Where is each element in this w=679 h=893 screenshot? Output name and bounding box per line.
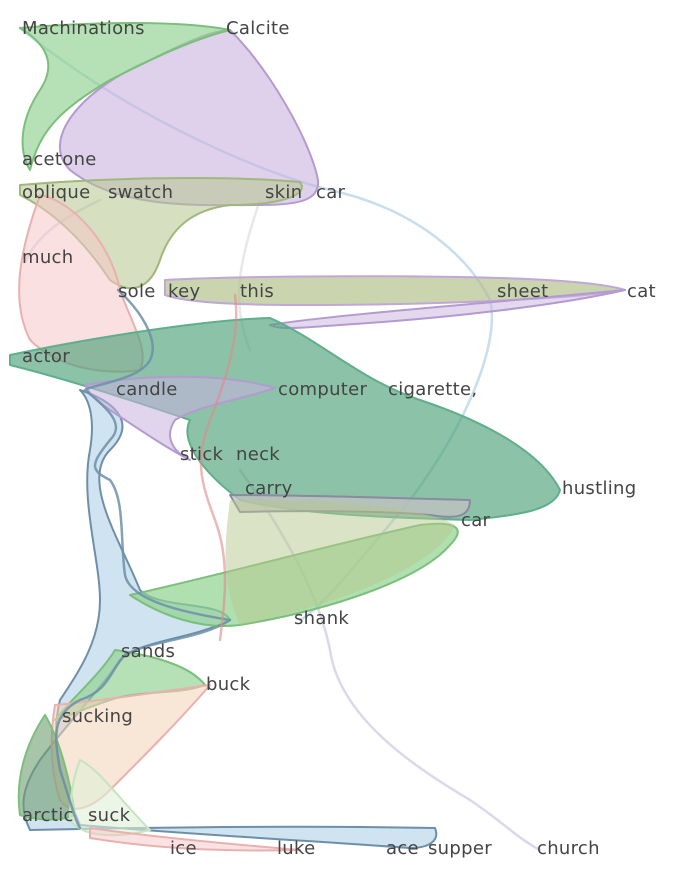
word-candle: candle bbox=[116, 379, 178, 400]
word-acetone: acetone bbox=[22, 149, 97, 170]
word-ice: ice bbox=[170, 838, 197, 859]
word-ace: ace bbox=[386, 838, 419, 859]
word-much: much bbox=[22, 247, 73, 268]
word-skin: skin bbox=[265, 182, 302, 203]
word-computer: computer bbox=[278, 379, 368, 400]
word-this: this bbox=[240, 281, 274, 302]
word-cat: cat bbox=[627, 281, 656, 302]
word-buck: buck bbox=[206, 674, 251, 695]
word-supper: supper bbox=[428, 838, 492, 859]
blob-olive-car-mid bbox=[225, 500, 455, 625]
word-calcite: Calcite bbox=[226, 18, 290, 39]
word-sole: sole bbox=[118, 281, 156, 302]
word-machinations: Machinations bbox=[22, 18, 145, 39]
word-cigarette: cigarette, bbox=[388, 379, 477, 400]
word-stick: stick bbox=[180, 444, 224, 465]
word-sucking: sucking bbox=[62, 706, 133, 727]
trail-red bbox=[199, 293, 238, 642]
word-car-mid: car bbox=[461, 510, 491, 531]
word-luke: luke bbox=[277, 838, 315, 859]
word-car-top: car bbox=[316, 182, 346, 203]
word-oblique: oblique bbox=[22, 182, 90, 203]
blob-purple-candle bbox=[84, 375, 276, 461]
word-sheet: sheet bbox=[497, 281, 549, 302]
word-neck: neck bbox=[236, 444, 280, 465]
word-arctic: arctic bbox=[22, 805, 74, 826]
word-key: key bbox=[168, 281, 200, 302]
trail-dark-blue bbox=[54, 288, 232, 830]
word-hustling: hustling bbox=[562, 478, 637, 499]
word-suck: suck bbox=[88, 805, 131, 826]
blob-pink-luke bbox=[89, 827, 301, 852]
word-labels: Machinations Calcite acetone oblique swa… bbox=[22, 18, 656, 859]
blob-green-arctic bbox=[17, 714, 76, 821]
word-sands: sands bbox=[121, 641, 175, 662]
word-swatch: swatch bbox=[108, 182, 173, 203]
word-shank: shank bbox=[294, 608, 349, 629]
word-carry: carry bbox=[245, 478, 293, 499]
word-church: church bbox=[537, 838, 600, 859]
blob-teal-hustling bbox=[9, 317, 561, 521]
blob-green-acetone bbox=[19, 22, 231, 171]
word-actor: actor bbox=[22, 346, 70, 367]
